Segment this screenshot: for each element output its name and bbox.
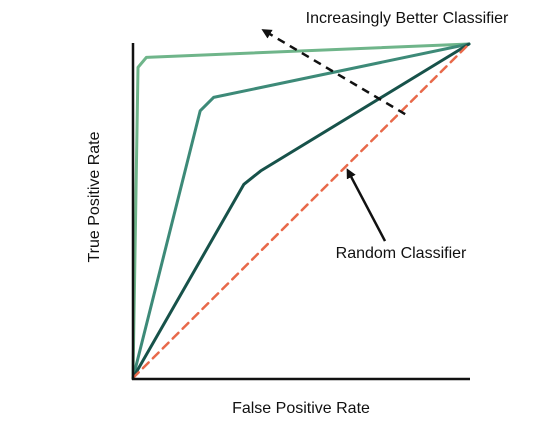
annotation-better-label: Increasingly Better Classifier bbox=[306, 10, 509, 27]
annotation-random-label: Random Classifier bbox=[336, 245, 467, 262]
y-axis-label: True Positive Rate bbox=[86, 131, 103, 262]
annotation-layer bbox=[261, 29, 406, 242]
series-layer bbox=[131, 42, 471, 380]
series-line-2 bbox=[131, 42, 471, 380]
series-line-3 bbox=[131, 42, 471, 380]
series-line-1 bbox=[131, 42, 471, 380]
series-line-random bbox=[131, 42, 471, 380]
x-axis-label: False Positive Rate bbox=[232, 400, 370, 417]
annotation-arrow-2 bbox=[346, 168, 387, 242]
